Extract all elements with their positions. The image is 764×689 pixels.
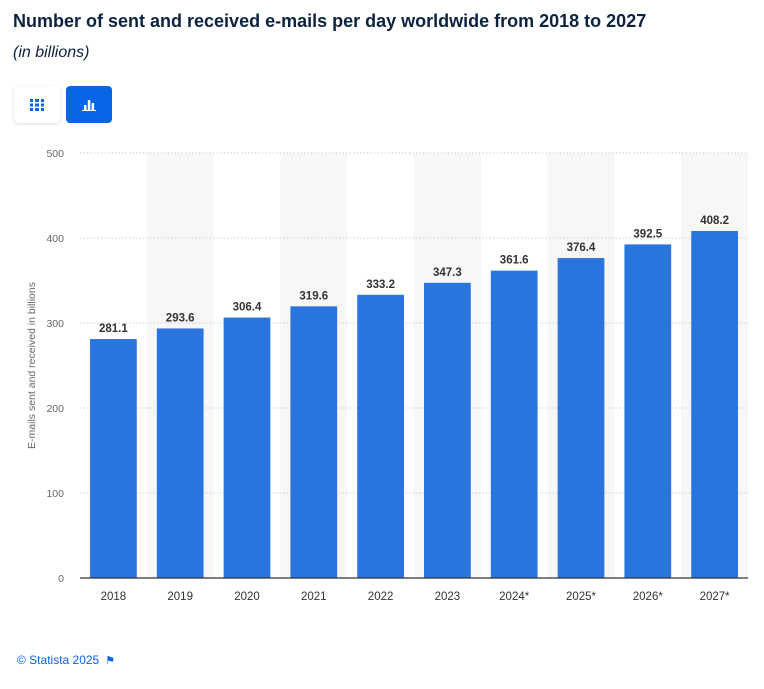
bar xyxy=(424,282,471,578)
bar xyxy=(223,317,271,578)
x-tick-label: 2020 xyxy=(234,591,260,603)
data-label: 361.6 xyxy=(500,255,529,267)
statista-copyright-link[interactable]: © Statista 2025 xyxy=(17,653,100,667)
data-label: 376.4 xyxy=(567,242,596,254)
data-label: 306.4 xyxy=(233,302,262,314)
bar xyxy=(90,339,137,578)
y-tick-label: 300 xyxy=(46,318,64,330)
x-tick-label: 2027* xyxy=(700,591,731,603)
y-tick-label: 400 xyxy=(46,233,64,245)
data-label: 319.6 xyxy=(299,290,328,302)
x-tick-label: 2021 xyxy=(301,591,327,603)
data-label: 392.5 xyxy=(633,228,662,240)
chart-title: Number of sent and received e-mails per … xyxy=(13,11,647,31)
x-tick-label: 2022 xyxy=(368,591,394,603)
x-tick-label: 2026* xyxy=(633,591,664,603)
bar xyxy=(557,258,605,578)
bar-chart: 0 100 200 300 400 500 E-mails sent and receive… xyxy=(26,148,748,603)
grid-table-icon xyxy=(30,98,44,111)
chart-subtitle: (in billions) xyxy=(13,44,90,61)
data-label: 408.2 xyxy=(700,215,729,227)
data-label: 281.1 xyxy=(99,323,128,335)
table-view-button[interactable] xyxy=(14,86,60,123)
footer: © Statista 2025 ⚑ xyxy=(17,653,115,667)
x-tick-label: 2023 xyxy=(435,591,461,603)
chart-view-button[interactable] xyxy=(66,86,112,123)
bar xyxy=(290,306,338,578)
y-axis-title: E-mails sent and received in billions xyxy=(26,282,38,449)
data-label: 347.3 xyxy=(433,267,462,279)
bar-chart-icon xyxy=(82,99,96,111)
x-tick-label: 2024* xyxy=(499,591,530,603)
bar xyxy=(624,244,672,578)
x-tick-label: 2019 xyxy=(167,591,193,603)
x-tick-label: 2025* xyxy=(566,591,597,603)
y-tick-label: 200 xyxy=(46,403,64,415)
y-tick-label: 500 xyxy=(46,148,64,160)
y-tick-label: 0 xyxy=(58,573,64,585)
bar xyxy=(691,231,738,578)
bar xyxy=(490,270,538,578)
y-tick-label: 100 xyxy=(46,488,64,500)
bar xyxy=(156,328,204,578)
data-label: 293.6 xyxy=(166,312,195,324)
data-label: 333.2 xyxy=(366,279,395,291)
bar xyxy=(357,294,404,578)
flag-icon[interactable]: ⚑ xyxy=(105,654,116,667)
x-tick-label: 2018 xyxy=(101,591,127,603)
